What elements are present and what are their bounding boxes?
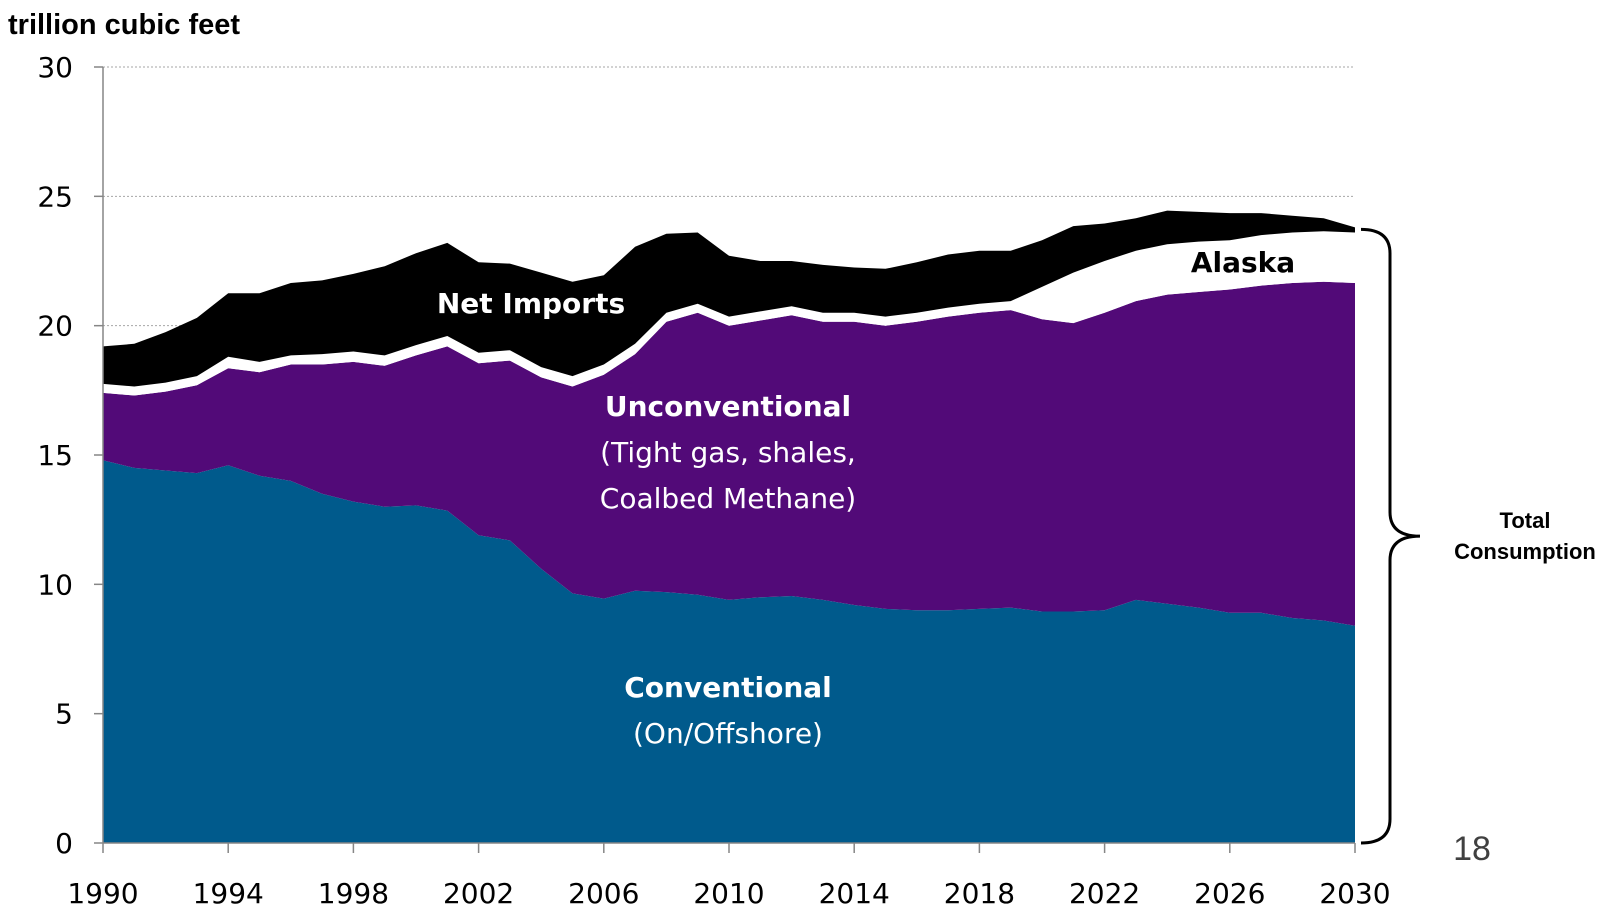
x-tick-labels: 1990 1994 1998 2002 2006 2010 2014 2018 2022 2026…	[67, 877, 1390, 910]
unconventional-sublabel-2: Coalbed Methane)	[600, 482, 856, 515]
y-tick-label: 15	[37, 439, 73, 472]
net-imports-label: Net Imports	[437, 287, 625, 320]
y-axis-unit-label: trillion cubic feet	[8, 9, 240, 41]
net-imports-area	[103, 210, 1355, 387]
unconventional-label: Unconventional	[605, 390, 851, 423]
x-tick-label: 1994	[193, 877, 264, 910]
unconventional-area	[103, 281, 1355, 626]
x-tick-label: 1998	[318, 877, 389, 910]
total-label-line1: Total	[1500, 508, 1551, 533]
x-tick-label: 2030	[1319, 877, 1390, 910]
total-consumption-brace	[1360, 227, 1421, 845]
alaska-area	[103, 231, 1355, 396]
y-tick-label: 30	[37, 51, 73, 84]
conventional-sublabel: (On/Offshore)	[633, 717, 823, 750]
area-series-layer	[103, 210, 1355, 843]
y-tick-label: 10	[37, 568, 73, 601]
x-tick-label: 2014	[819, 877, 890, 910]
y-tick-label: 0	[55, 827, 73, 860]
y-tick-label: 20	[37, 310, 73, 343]
x-tick-label: 2018	[944, 877, 1015, 910]
unconventional-sublabel-1: (Tight gas, shales,	[600, 436, 856, 469]
x-tick-label: 2006	[568, 877, 639, 910]
conventional-area	[103, 460, 1355, 843]
slide-number: 18	[1453, 830, 1491, 868]
alaska-label: Alaska	[1191, 246, 1295, 279]
x-tick-label: 2010	[693, 877, 764, 910]
conventional-label: Conventional	[624, 671, 832, 704]
x-tick-label: 2002	[443, 877, 514, 910]
x-tick-label: 1990	[67, 877, 138, 910]
y-tick-labels: 0 5 10 15 20 25 30	[37, 51, 73, 860]
x-tick-label: 2022	[1069, 877, 1140, 910]
x-tick-label: 2026	[1194, 877, 1265, 910]
axes	[94, 66, 1356, 853]
y-tick-label: 5	[55, 698, 73, 731]
total-label-line2: Consumption	[1454, 539, 1596, 564]
y-tick-label: 25	[37, 180, 73, 213]
